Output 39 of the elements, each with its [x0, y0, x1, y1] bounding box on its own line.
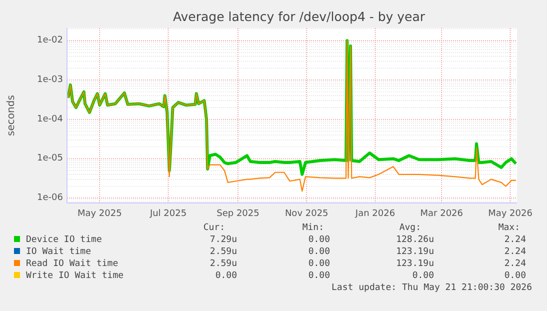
x-tick-label: May 2026: [488, 209, 533, 219]
x-tick-label: Sep 2025: [216, 209, 260, 219]
x-tick-label: Nov 2025: [284, 209, 328, 219]
text: 0.00: [308, 247, 330, 257]
x-tick-label: Jan 2026: [354, 209, 396, 219]
text: Last update: Thu May 21 21:00:30 2026: [332, 283, 532, 293]
text: 128.26u: [396, 235, 434, 245]
y-tick-label: 1e-04: [37, 114, 64, 124]
text: 2.59u: [210, 247, 237, 257]
text: 0.00: [308, 235, 330, 245]
text: 2.24: [504, 235, 526, 245]
text: 0.00: [308, 271, 330, 281]
legend-label: IO Wait time: [26, 247, 92, 257]
text: 2.24: [504, 259, 526, 269]
text: 0.00: [504, 271, 526, 281]
text: 2.24: [504, 247, 526, 257]
x-tick-label: May 2025: [77, 209, 122, 219]
x-tick-label: Jul 2025: [148, 209, 187, 219]
legend-label: Device IO time: [26, 235, 102, 245]
text: 0.00: [308, 259, 330, 269]
text: 0.00: [215, 271, 237, 281]
text: 123.19u: [396, 259, 434, 269]
text: 2.59u: [210, 259, 237, 269]
text: Avg:: [399, 223, 421, 233]
text: Cur:: [203, 223, 225, 233]
text: Max:: [498, 223, 520, 233]
text: Min:: [302, 223, 324, 233]
chart-title: Average latency for /dev/loop4 - by year: [172, 9, 426, 24]
legend-label: Write IO Wait time: [26, 271, 124, 281]
y-tick-label: 1e-02: [37, 36, 63, 46]
y-tick-label: 1e-05: [37, 154, 63, 164]
y-tick-label: 1e-03: [37, 75, 63, 86]
legend-label: Read IO Wait time: [26, 259, 118, 269]
text: 7.29u: [210, 235, 237, 245]
y-axis-title: seconds: [6, 95, 17, 136]
text: 123.19u: [396, 247, 434, 257]
y-tick-label: 1e-06: [37, 193, 64, 204]
text: 0.00: [412, 271, 434, 281]
x-tick-label: Mar 2026: [420, 209, 464, 219]
